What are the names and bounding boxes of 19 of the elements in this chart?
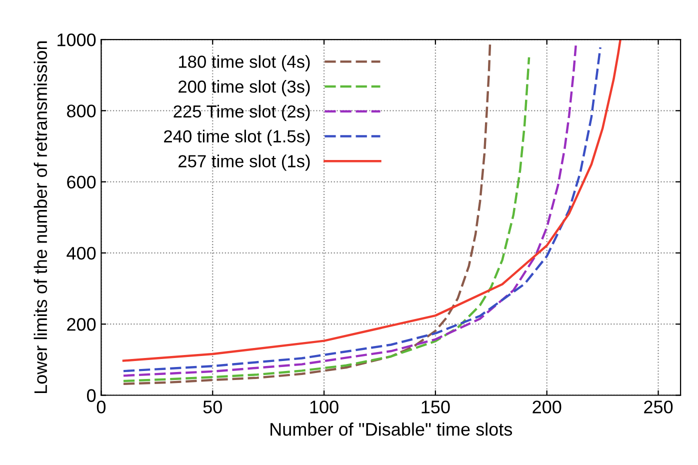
x-tick-label: 0 [96, 400, 106, 414]
x-tick-label: 150 [422, 400, 450, 414]
legend-label: 240 time slot (1.5s) [164, 130, 310, 146]
legend-label: 225 Time slot (2s) [174, 104, 310, 122]
legend-label: 257 time slot (1s) [178, 154, 310, 171]
x-tick-label: 100 [310, 400, 338, 414]
y-axis-title: Lower limits of the number of retransmission [34, 41, 48, 394]
x-tick-label: 200 [532, 400, 562, 414]
legend-label: 200 time slot (3s) [178, 80, 310, 96]
y-tick-label: 800 [67, 104, 96, 118]
x-axis-title: Number of "Disable" time slots [270, 422, 512, 436]
legend-label: 180 time slot (4s) [178, 55, 310, 72]
y-tick-label: 1000 [58, 33, 96, 46]
y-tick-label: 200 [67, 318, 96, 331]
y-tick-label: 0 [87, 389, 96, 402]
y-tick-label: 400 [66, 246, 96, 260]
x-tick-label: 50 [203, 400, 222, 414]
y-tick-label: 600 [67, 176, 96, 189]
x-tick-label: 250 [644, 400, 673, 414]
